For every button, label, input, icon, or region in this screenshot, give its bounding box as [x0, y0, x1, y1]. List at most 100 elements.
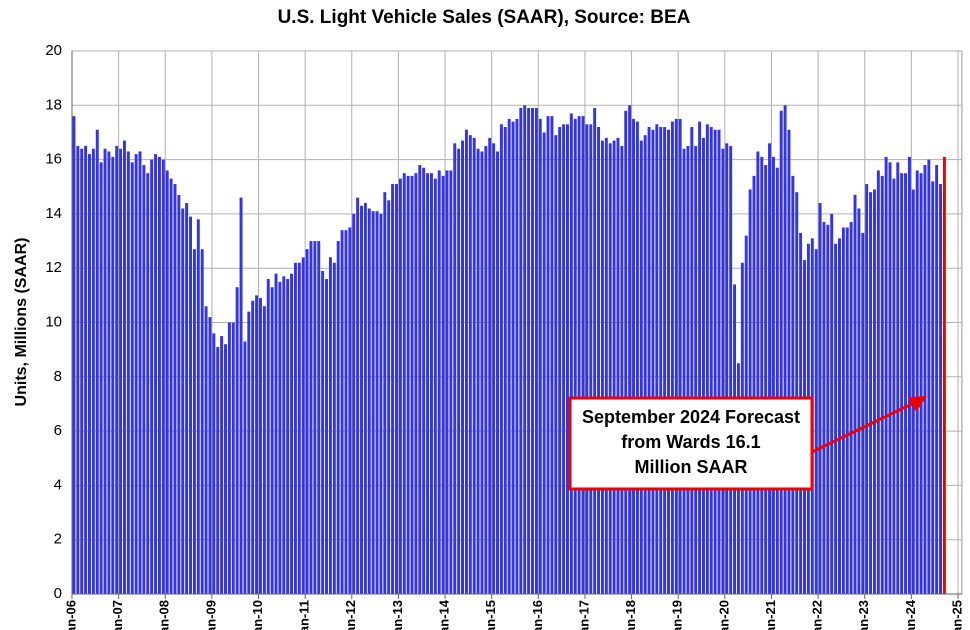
bar [325, 279, 329, 594]
y-tick-label: 6 [54, 422, 62, 439]
bar [771, 156, 775, 594]
bar [313, 241, 317, 595]
bar [585, 124, 589, 595]
bar [779, 110, 783, 594]
bar [290, 273, 294, 594]
bar [243, 341, 247, 594]
y-tick-label: 2 [54, 531, 62, 548]
bar [72, 116, 76, 594]
bar [293, 262, 297, 594]
bar [91, 148, 95, 595]
bar [297, 262, 301, 594]
bar [379, 213, 383, 594]
bar [701, 137, 705, 594]
x-tick-label: Jan-06 [63, 600, 78, 630]
bar [84, 146, 88, 594]
annotation-text: Million SAAR [635, 457, 748, 477]
x-tick-label: Jan-23 [856, 600, 871, 630]
bar [239, 197, 243, 595]
y-tick-label: 20 [45, 42, 62, 59]
bar [581, 116, 585, 594]
bar [919, 173, 923, 595]
y-tick-label: 14 [45, 205, 62, 222]
bar [632, 118, 636, 594]
bar [865, 184, 869, 594]
bar [173, 184, 177, 594]
bar [589, 124, 593, 595]
bar [488, 137, 492, 594]
bar [565, 124, 569, 595]
bar [562, 124, 566, 595]
bar [336, 241, 340, 595]
bar [476, 148, 480, 595]
bar [99, 162, 103, 594]
bar [383, 192, 387, 594]
bar [853, 194, 857, 594]
x-tick-label: Jan-12 [343, 600, 358, 630]
bar [216, 346, 220, 594]
bar [888, 162, 892, 594]
bar [122, 140, 126, 594]
bar [531, 108, 534, 594]
bar [146, 173, 150, 595]
bar [348, 227, 352, 594]
bar [904, 173, 908, 595]
bar [196, 219, 200, 594]
bar [437, 170, 441, 594]
bar [352, 213, 356, 594]
bar [845, 227, 849, 594]
bar [569, 113, 573, 594]
bar [538, 118, 542, 594]
bar [822, 222, 826, 595]
x-tick-label: Jan-09 [203, 600, 218, 630]
bar [363, 203, 367, 595]
bar [119, 148, 123, 595]
bar [181, 208, 185, 594]
bar [635, 121, 639, 594]
bar [713, 129, 717, 595]
bar [169, 178, 173, 595]
bar [604, 137, 608, 594]
bar [527, 108, 531, 594]
bar [360, 205, 363, 594]
bar [791, 175, 795, 594]
bar [150, 159, 154, 594]
chart-title: U.S. Light Vehicle Sales (SAAR), Source:… [278, 7, 691, 28]
bar [107, 151, 111, 594]
bar [282, 276, 286, 594]
bar [682, 148, 686, 595]
bar [663, 127, 667, 595]
bar [76, 146, 80, 594]
bar [624, 110, 628, 594]
bar [200, 249, 204, 594]
bar [558, 127, 562, 595]
bar [453, 143, 457, 594]
bar [655, 124, 659, 595]
bar [651, 129, 655, 595]
bar [356, 197, 360, 595]
y-tick-label: 12 [45, 259, 62, 276]
bar [499, 124, 503, 595]
bar [764, 165, 768, 594]
bar [795, 192, 799, 594]
bar [472, 137, 476, 594]
bar [554, 135, 558, 595]
bar [768, 143, 772, 594]
bar [647, 127, 651, 595]
bar [212, 333, 216, 594]
bar [387, 200, 391, 594]
bar [367, 208, 371, 594]
bar [95, 129, 99, 595]
bar [717, 129, 721, 595]
bar [857, 208, 861, 594]
bar [262, 306, 266, 594]
bar [787, 129, 791, 595]
bar [317, 241, 321, 595]
bar [247, 311, 251, 594]
bar [709, 127, 713, 595]
bar [461, 140, 465, 594]
bar [694, 146, 698, 594]
bar [157, 156, 161, 594]
bar [344, 230, 348, 594]
